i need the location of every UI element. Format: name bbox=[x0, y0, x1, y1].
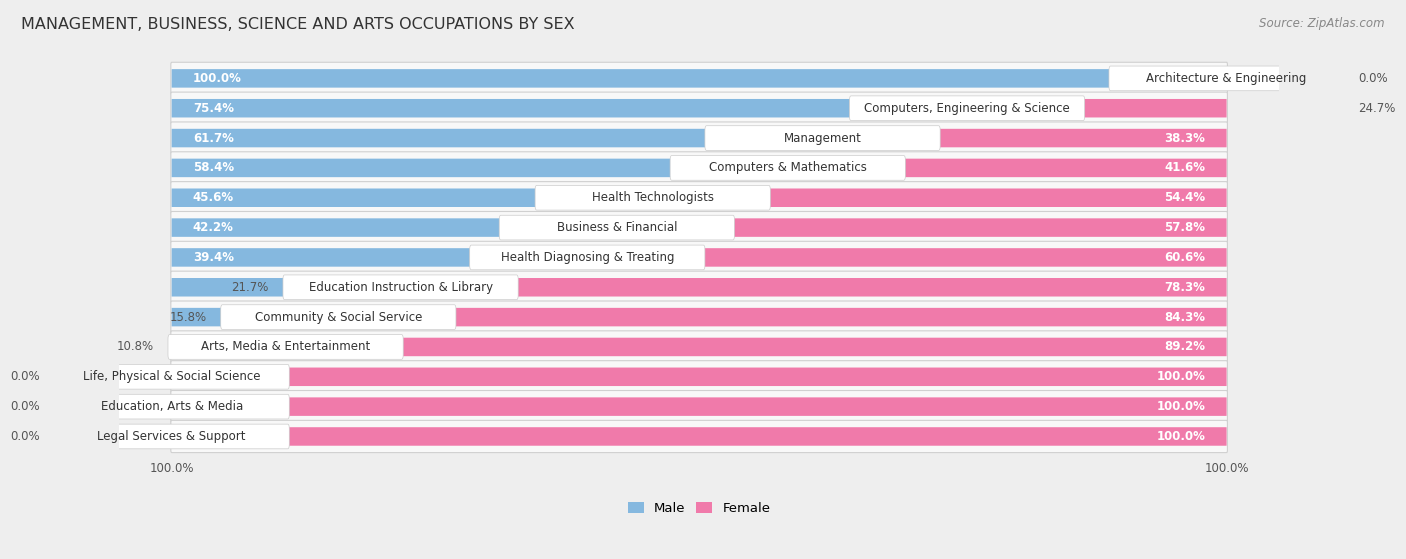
FancyBboxPatch shape bbox=[170, 152, 1227, 184]
Text: 39.4%: 39.4% bbox=[193, 251, 233, 264]
Text: 0.0%: 0.0% bbox=[10, 430, 39, 443]
FancyBboxPatch shape bbox=[283, 275, 519, 300]
Text: 58.4%: 58.4% bbox=[193, 162, 233, 174]
FancyBboxPatch shape bbox=[53, 364, 290, 389]
Text: 41.6%: 41.6% bbox=[1164, 162, 1205, 174]
Text: 60.6%: 60.6% bbox=[1164, 251, 1205, 264]
Text: 10.8%: 10.8% bbox=[117, 340, 153, 353]
FancyBboxPatch shape bbox=[172, 367, 1226, 386]
Text: 21.7%: 21.7% bbox=[232, 281, 269, 294]
Text: 100.0%: 100.0% bbox=[149, 462, 194, 475]
FancyBboxPatch shape bbox=[337, 308, 1226, 326]
Text: 75.4%: 75.4% bbox=[193, 102, 233, 115]
FancyBboxPatch shape bbox=[172, 338, 285, 356]
FancyBboxPatch shape bbox=[652, 188, 1226, 207]
FancyBboxPatch shape bbox=[170, 301, 1227, 333]
Legend: Male, Female: Male, Female bbox=[623, 497, 776, 521]
Text: 100.0%: 100.0% bbox=[1157, 400, 1205, 413]
FancyBboxPatch shape bbox=[221, 305, 456, 329]
Text: Community & Social Service: Community & Social Service bbox=[254, 311, 422, 324]
Text: Education Instruction & Library: Education Instruction & Library bbox=[308, 281, 492, 294]
FancyBboxPatch shape bbox=[966, 99, 1226, 117]
Text: 100.0%: 100.0% bbox=[1157, 430, 1205, 443]
FancyBboxPatch shape bbox=[704, 126, 941, 150]
Text: 57.8%: 57.8% bbox=[1164, 221, 1205, 234]
Text: Architecture & Engineering: Architecture & Engineering bbox=[1146, 72, 1306, 85]
Text: MANAGEMENT, BUSINESS, SCIENCE AND ARTS OCCUPATIONS BY SEX: MANAGEMENT, BUSINESS, SCIENCE AND ARTS O… bbox=[21, 17, 575, 32]
FancyBboxPatch shape bbox=[588, 248, 1226, 267]
FancyBboxPatch shape bbox=[849, 96, 1084, 121]
Text: Business & Financial: Business & Financial bbox=[557, 221, 678, 234]
FancyBboxPatch shape bbox=[172, 219, 617, 237]
FancyBboxPatch shape bbox=[787, 159, 1226, 177]
Text: 84.3%: 84.3% bbox=[1164, 311, 1205, 324]
FancyBboxPatch shape bbox=[617, 219, 1226, 237]
FancyBboxPatch shape bbox=[170, 62, 1227, 94]
FancyBboxPatch shape bbox=[170, 420, 1227, 453]
Text: Life, Physical & Social Science: Life, Physical & Social Science bbox=[83, 370, 260, 383]
Text: Source: ZipAtlas.com: Source: ZipAtlas.com bbox=[1260, 17, 1385, 30]
Text: 0.0%: 0.0% bbox=[1358, 72, 1388, 85]
FancyBboxPatch shape bbox=[172, 129, 823, 148]
FancyBboxPatch shape bbox=[172, 99, 967, 117]
Text: 45.6%: 45.6% bbox=[193, 191, 233, 204]
FancyBboxPatch shape bbox=[499, 215, 734, 240]
Text: 38.3%: 38.3% bbox=[1164, 131, 1205, 145]
FancyBboxPatch shape bbox=[170, 211, 1227, 244]
Text: Health Technologists: Health Technologists bbox=[592, 191, 714, 204]
FancyBboxPatch shape bbox=[401, 278, 1226, 296]
FancyBboxPatch shape bbox=[170, 271, 1227, 304]
Text: 15.8%: 15.8% bbox=[169, 311, 207, 324]
FancyBboxPatch shape bbox=[285, 338, 1226, 356]
Text: Health Diagnosing & Treating: Health Diagnosing & Treating bbox=[501, 251, 673, 264]
FancyBboxPatch shape bbox=[1109, 66, 1344, 91]
Text: 0.0%: 0.0% bbox=[10, 370, 39, 383]
Text: Education, Arts & Media: Education, Arts & Media bbox=[101, 400, 243, 413]
FancyBboxPatch shape bbox=[170, 391, 1227, 423]
Text: 61.7%: 61.7% bbox=[193, 131, 233, 145]
Text: 42.2%: 42.2% bbox=[193, 221, 233, 234]
Text: 78.3%: 78.3% bbox=[1164, 281, 1205, 294]
Text: Computers & Mathematics: Computers & Mathematics bbox=[709, 162, 866, 174]
Text: Legal Services & Support: Legal Services & Support bbox=[97, 430, 246, 443]
FancyBboxPatch shape bbox=[172, 278, 401, 296]
FancyBboxPatch shape bbox=[172, 69, 1226, 88]
Text: 0.0%: 0.0% bbox=[10, 400, 39, 413]
FancyBboxPatch shape bbox=[172, 397, 1226, 416]
FancyBboxPatch shape bbox=[536, 186, 770, 210]
FancyBboxPatch shape bbox=[172, 308, 339, 326]
Text: Management: Management bbox=[783, 131, 862, 145]
FancyBboxPatch shape bbox=[170, 331, 1227, 363]
FancyBboxPatch shape bbox=[170, 182, 1227, 214]
Text: 100.0%: 100.0% bbox=[1205, 462, 1249, 475]
FancyBboxPatch shape bbox=[167, 335, 404, 359]
FancyBboxPatch shape bbox=[823, 129, 1226, 148]
FancyBboxPatch shape bbox=[53, 394, 290, 419]
FancyBboxPatch shape bbox=[172, 248, 588, 267]
Text: 24.7%: 24.7% bbox=[1358, 102, 1396, 115]
FancyBboxPatch shape bbox=[170, 92, 1227, 124]
FancyBboxPatch shape bbox=[172, 427, 1226, 446]
FancyBboxPatch shape bbox=[53, 424, 290, 449]
Text: 54.4%: 54.4% bbox=[1164, 191, 1205, 204]
Text: 89.2%: 89.2% bbox=[1164, 340, 1205, 353]
FancyBboxPatch shape bbox=[170, 241, 1227, 273]
Text: Arts, Media & Entertainment: Arts, Media & Entertainment bbox=[201, 340, 370, 353]
FancyBboxPatch shape bbox=[671, 155, 905, 180]
FancyBboxPatch shape bbox=[170, 361, 1227, 393]
Text: Computers, Engineering & Science: Computers, Engineering & Science bbox=[865, 102, 1070, 115]
FancyBboxPatch shape bbox=[470, 245, 704, 270]
FancyBboxPatch shape bbox=[172, 188, 652, 207]
Text: 100.0%: 100.0% bbox=[193, 72, 242, 85]
FancyBboxPatch shape bbox=[170, 122, 1227, 154]
FancyBboxPatch shape bbox=[172, 159, 787, 177]
Text: 100.0%: 100.0% bbox=[1157, 370, 1205, 383]
